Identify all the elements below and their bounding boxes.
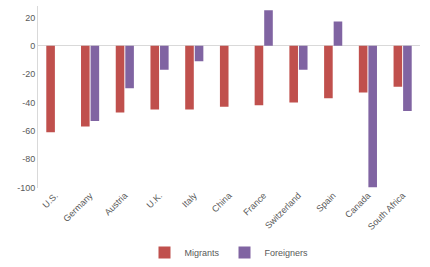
- svg-text:Austria: Austria: [103, 191, 130, 218]
- svg-text:-80: -80: [22, 154, 35, 164]
- svg-text:-20: -20: [22, 69, 35, 79]
- svg-text:-40: -40: [22, 98, 35, 108]
- svg-text:France: France: [241, 191, 268, 218]
- svg-text:Canada: Canada: [343, 191, 372, 220]
- svg-text:China: China: [210, 191, 234, 215]
- svg-text:Migrants: Migrants: [185, 248, 220, 258]
- svg-text:Foreigners: Foreigners: [265, 248, 309, 258]
- svg-text:South Africa: South Africa: [366, 191, 407, 232]
- svg-text:Italy: Italy: [180, 190, 199, 209]
- svg-text:Germany: Germany: [61, 190, 95, 224]
- svg-text:U.S.: U.S.: [40, 191, 59, 210]
- svg-text:Switzerland: Switzerland: [263, 191, 303, 231]
- svg-text:U.K.: U.K.: [145, 191, 164, 210]
- svg-text:Spain: Spain: [314, 191, 337, 214]
- svg-text:20: 20: [25, 13, 35, 23]
- svg-text:-100: -100: [17, 183, 35, 193]
- svg-text:-60: -60: [22, 126, 35, 136]
- svg-text:0: 0: [30, 41, 35, 51]
